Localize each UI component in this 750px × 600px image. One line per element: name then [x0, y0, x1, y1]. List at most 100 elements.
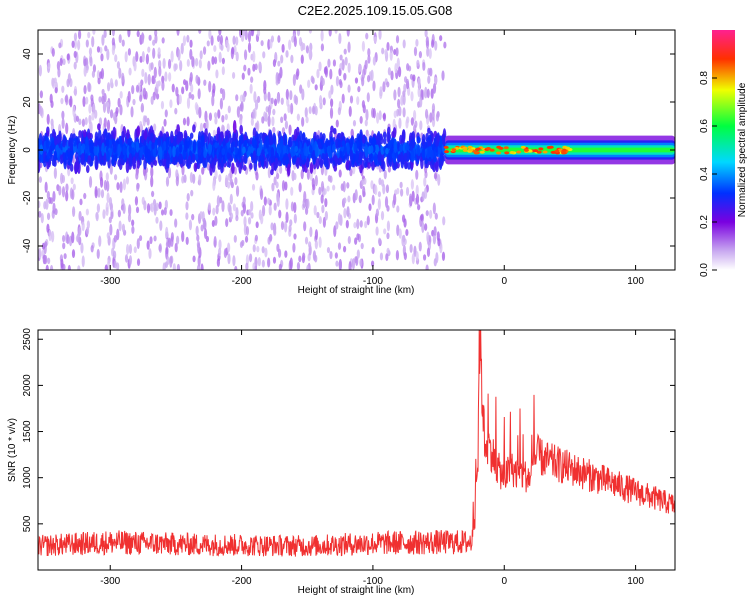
heatmap-cell	[318, 186, 322, 196]
heatmap-cell	[135, 141, 140, 153]
heatmap-cell	[211, 94, 215, 107]
heatmap-cell	[222, 88, 226, 101]
heatmap-cell	[116, 262, 120, 270]
heatmap-cell	[561, 151, 567, 155]
heatmap-cell	[174, 242, 178, 253]
heatmap-cell	[348, 106, 352, 117]
heatmap-cell	[386, 81, 390, 88]
heatmap-cell	[485, 147, 491, 151]
heatmap-cell	[47, 62, 51, 70]
snr-x-tick-label: 0	[501, 576, 507, 587]
heatmap-cell	[106, 119, 111, 132]
heatmap-cell	[395, 249, 400, 261]
heatmap-cell	[46, 223, 50, 233]
heatmap-cell	[462, 148, 468, 152]
heatmap-cell	[386, 247, 390, 255]
heatmap-cell	[267, 115, 271, 127]
heatmap-cell	[164, 71, 168, 82]
heatmap-cell	[296, 157, 300, 170]
heatmap-cell	[338, 169, 342, 178]
heatmap-cell	[175, 86, 179, 97]
heatmap-cell	[85, 136, 89, 150]
heatmap-cell	[58, 42, 62, 49]
heatmap-cell	[150, 202, 154, 213]
heatmap-cell	[243, 216, 247, 227]
heatmap-cell	[59, 172, 64, 185]
heatmap-cell	[326, 185, 330, 192]
heatmap-cell	[245, 225, 250, 236]
heatmap-cell	[235, 185, 240, 197]
heatmap-cell	[335, 119, 339, 128]
heatmap-cell	[231, 46, 235, 55]
heatmap-cell	[212, 179, 216, 192]
heatmap-cell	[373, 152, 378, 166]
heatmap-cell	[194, 102, 198, 111]
heatmap-cell	[441, 70, 445, 81]
heatmap-cell	[38, 64, 42, 77]
heatmap-cell	[108, 216, 112, 224]
heatmap-cell	[353, 142, 358, 153]
heatmap-cell	[375, 208, 379, 217]
heatmap-cell	[69, 95, 73, 108]
heatmap-cell	[200, 224, 204, 232]
heatmap-cell	[565, 146, 571, 150]
snr-x-tick-label: -100	[363, 576, 383, 587]
heatmap-cell	[294, 145, 299, 153]
heatmap-cell	[215, 204, 219, 215]
heatmap-cell	[249, 83, 253, 94]
heatmap-cell	[332, 184, 336, 191]
heatmap-cell	[338, 67, 342, 77]
heatmap-cell	[261, 246, 265, 254]
heatmap-cell	[236, 106, 240, 118]
heatmap-cell	[426, 231, 430, 243]
heatmap-cell	[305, 45, 310, 54]
heatmap-cell	[290, 102, 294, 115]
heatmap-cell	[191, 93, 195, 101]
heatmap-cell	[240, 209, 244, 217]
heatmap-cell	[218, 136, 223, 146]
heatmap-cell	[91, 111, 95, 121]
heatmap-cell	[150, 132, 154, 140]
heatmap-cell	[308, 30, 313, 34]
heatmap-cell	[335, 221, 339, 230]
heatmap-cell	[133, 246, 137, 254]
heatmap-cell	[324, 210, 328, 221]
heatmap-cell	[152, 47, 156, 59]
heatmap-cell	[245, 262, 249, 270]
heatmap-cell	[158, 146, 163, 161]
heatmap-cell	[397, 98, 401, 109]
heatmap-cell	[77, 30, 82, 40]
heatmap-cell	[234, 146, 239, 155]
heatmap-cell	[132, 156, 136, 167]
heatmap-cell	[343, 208, 347, 219]
heatmap-cell	[159, 220, 163, 231]
heatmap-cell	[397, 66, 402, 78]
heatmap-cell	[97, 123, 101, 131]
heatmap-cell	[140, 32, 145, 44]
heatmap-cell	[65, 183, 69, 193]
heatmap-cell	[85, 39, 89, 48]
heatmap-cell	[113, 250, 117, 260]
heatmap-cell	[318, 236, 322, 249]
heatmap-cell	[165, 176, 170, 187]
heatmap-cell	[278, 263, 282, 270]
heatmap-cell	[335, 260, 339, 267]
heatmap-cell	[298, 255, 302, 263]
heatmap-cell	[291, 35, 295, 43]
heatmap-cell	[443, 145, 449, 149]
heatmap-cell	[260, 213, 264, 225]
heatmap-cell	[422, 61, 426, 71]
heatmap-cell	[280, 137, 284, 151]
heatmap-cell	[343, 48, 347, 55]
heatmap-cell	[105, 139, 110, 147]
heatmap-cell	[402, 93, 406, 106]
heatmap-cell	[172, 263, 176, 270]
heatmap-cell	[426, 88, 430, 99]
heatmap-cell	[221, 200, 225, 213]
heatmap-cell	[319, 158, 323, 169]
heatmap-cell	[366, 215, 370, 226]
heatmap-cell	[285, 211, 289, 224]
heatmap-cell	[244, 30, 248, 41]
heatmap-cell	[143, 200, 147, 211]
heatmap-cell	[209, 136, 214, 146]
